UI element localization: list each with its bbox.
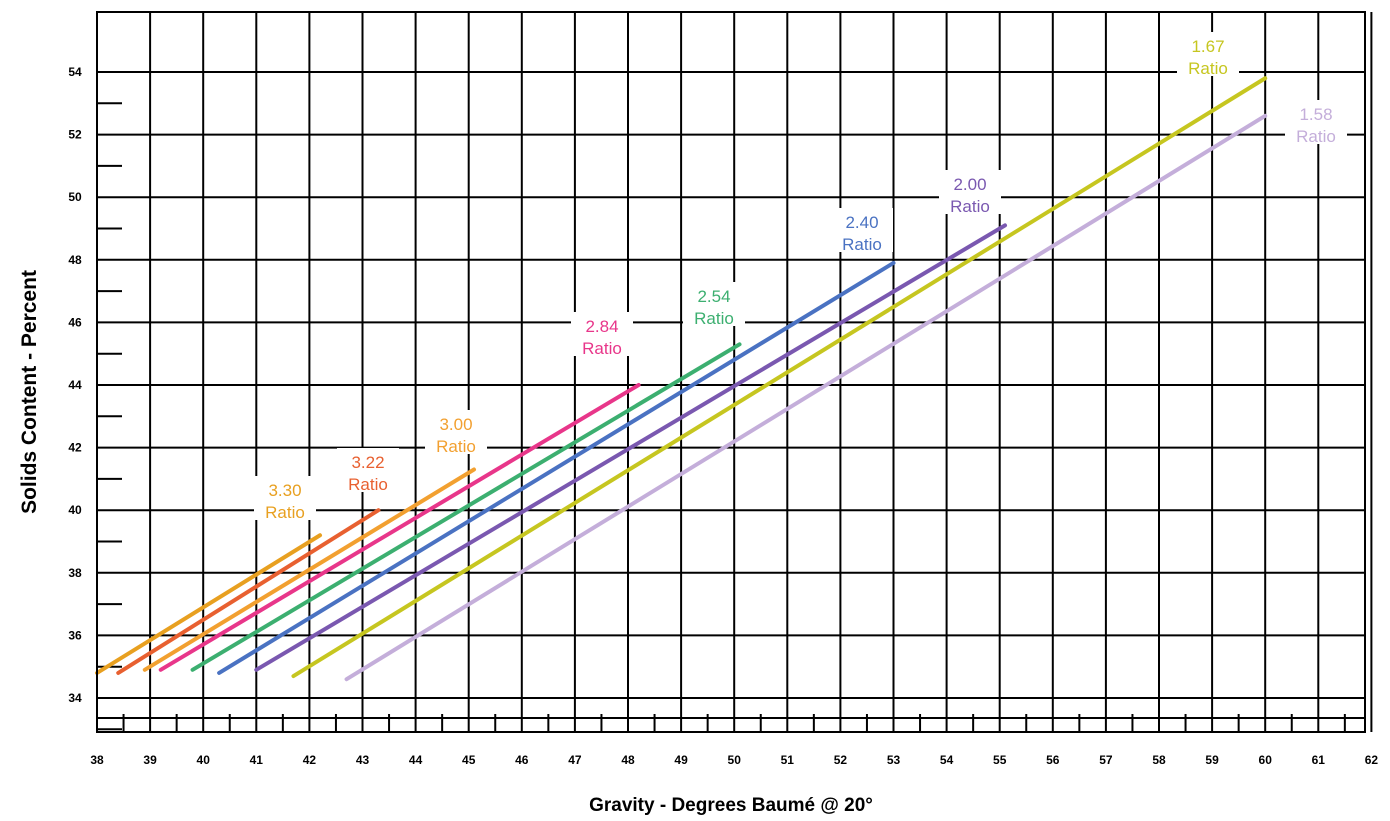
y-tick-label: 36	[68, 628, 82, 642]
y-tick-label: 40	[68, 503, 82, 517]
x-tick-label: 42	[303, 753, 317, 767]
series-label-bg-2	[425, 410, 487, 454]
series-line-4	[190, 342, 742, 672]
series-label-2-line-0: 3.00	[439, 415, 472, 434]
series-label-0-line-0: 3.30	[268, 481, 301, 500]
x-tick-label: 62	[1365, 753, 1379, 767]
y-tick-label: 46	[68, 315, 82, 329]
x-tick-label: 46	[515, 753, 529, 767]
x-axis-label: Gravity - Degrees Baumé @ 20°	[589, 795, 873, 816]
y-tick-label: 54	[68, 65, 82, 79]
series-label-bg-7	[1177, 32, 1239, 76]
x-tick-label: 41	[250, 753, 264, 767]
series-label-4-line-0: 2.54	[697, 287, 730, 306]
series-label-5-line-1: Ratio	[842, 235, 882, 254]
series-line-6	[254, 223, 1008, 672]
x-tick-label: 54	[940, 753, 954, 767]
series-label-bg-5	[831, 208, 893, 252]
series-label-7-line-0: 1.67	[1191, 37, 1224, 56]
y-tick-label: 52	[68, 128, 82, 142]
series-label-7-line-1: Ratio	[1188, 59, 1228, 78]
series-label-6-line-1: Ratio	[950, 197, 990, 216]
y-tick-label: 50	[68, 190, 82, 204]
series-label-bg-8	[1285, 100, 1347, 144]
x-tick-label: 47	[568, 753, 582, 767]
y-tick-labels: 34 36 38 40 42 44 46 48 50 52 54	[68, 65, 82, 705]
series-line-7	[291, 76, 1268, 679]
grid-lines	[96, 12, 1373, 732]
x-tick-label: 56	[1046, 753, 1060, 767]
series-label-6-line-0: 2.00	[953, 175, 986, 194]
x-tick-label: 59	[1205, 753, 1219, 767]
y-tick-label: 34	[68, 691, 82, 705]
x-tick-label: 49	[674, 753, 688, 767]
series-label-8-line-0: 1.58	[1299, 105, 1332, 124]
x-tick-label: 40	[197, 753, 211, 767]
x-tick-label: 45	[462, 753, 476, 767]
series-lines	[95, 76, 1268, 682]
x-tick-label: 53	[887, 753, 901, 767]
x-tick-label: 60	[1259, 753, 1273, 767]
x-tick-label: 44	[409, 753, 423, 767]
y-tick-label: 42	[68, 441, 82, 455]
series-label-3-line-0: 2.84	[585, 317, 618, 336]
x-tick-label: 38	[90, 753, 104, 767]
series-line-0	[95, 533, 323, 675]
series-label-bg-0	[254, 476, 316, 520]
y-axis-label: Solids Content - Percent	[18, 270, 41, 514]
series-label-bg-4	[683, 282, 745, 326]
series-label-1-line-1: Ratio	[348, 475, 388, 494]
series-label-3-line-1: Ratio	[582, 339, 622, 358]
x-tick-label: 51	[781, 753, 795, 767]
x-tick-label: 58	[1152, 753, 1166, 767]
series-line-2	[142, 467, 477, 672]
x-tick-label: 50	[728, 753, 742, 767]
series-labels: 3.30 Ratio 3.22 Ratio 3.00 Ratio 2.84 Ratio 2.54…	[254, 32, 1347, 522]
series-label-bg-6	[939, 170, 1001, 214]
x-tick-label: 57	[1099, 753, 1113, 767]
plot-frame	[96, 11, 1366, 733]
x-tick-label: 48	[621, 753, 635, 767]
series-line-3	[158, 383, 641, 672]
series-label-bg-1	[337, 448, 399, 492]
series-line-8	[344, 113, 1268, 682]
series-line-1	[116, 508, 381, 675]
x-tick-label: 55	[993, 753, 1007, 767]
x-tick-labels: 38 39 40 41 42 43 44 45 46 47 48 49 50 51 52 53 54 55 56 57…	[90, 753, 1378, 767]
x-tick-label: 43	[356, 753, 370, 767]
series-label-5-line-0: 2.40	[845, 213, 878, 232]
y-tick-label: 44	[68, 378, 82, 392]
series-label-8-line-1: Ratio	[1296, 127, 1336, 146]
series-label-4-line-1: Ratio	[694, 309, 734, 328]
y-tick-label: 48	[68, 253, 82, 267]
x-tick-label: 61	[1312, 753, 1326, 767]
x-tick-label: 39	[143, 753, 157, 767]
series-line-5	[217, 260, 896, 675]
series-label-0-line-1: Ratio	[265, 503, 305, 522]
x-tick-label: 52	[834, 753, 848, 767]
y-tick-label: 38	[68, 566, 82, 580]
series-label-1-line-0: 3.22	[351, 453, 384, 472]
series-label-2-line-1: Ratio	[436, 437, 476, 456]
series-label-bg-3	[571, 312, 633, 356]
